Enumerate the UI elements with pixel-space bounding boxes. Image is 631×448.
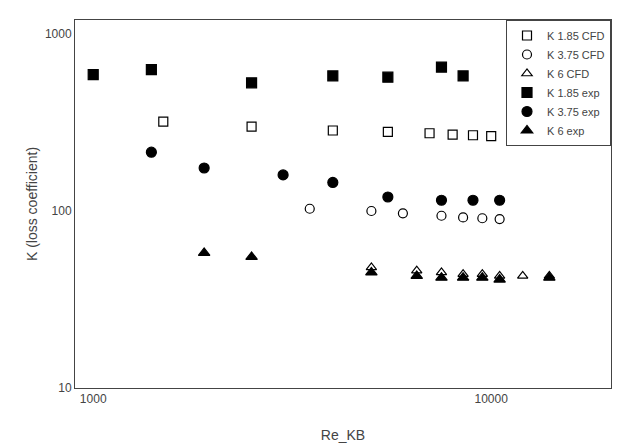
svg-text:K 1.85 exp: K 1.85 exp <box>547 87 600 99</box>
svg-text:1000: 1000 <box>45 27 72 41</box>
svg-text:10000: 10000 <box>475 392 509 406</box>
svg-text:100: 100 <box>52 204 72 218</box>
svg-text:K (loss coefficient): K (loss coefficient) <box>24 147 40 261</box>
svg-text:K 3.75 exp: K 3.75 exp <box>547 106 600 118</box>
svg-text:10: 10 <box>58 381 72 395</box>
svg-text:K 6 CFD: K 6 CFD <box>547 68 589 80</box>
svg-text:K 6 exp: K 6 exp <box>547 125 584 137</box>
svg-text:Re_KB: Re_KB <box>321 427 365 443</box>
svg-text:K 3.75 CFD: K 3.75 CFD <box>547 49 605 61</box>
svg-text:1000: 1000 <box>80 392 107 406</box>
svg-text:K 1.85 CFD: K 1.85 CFD <box>547 30 605 42</box>
